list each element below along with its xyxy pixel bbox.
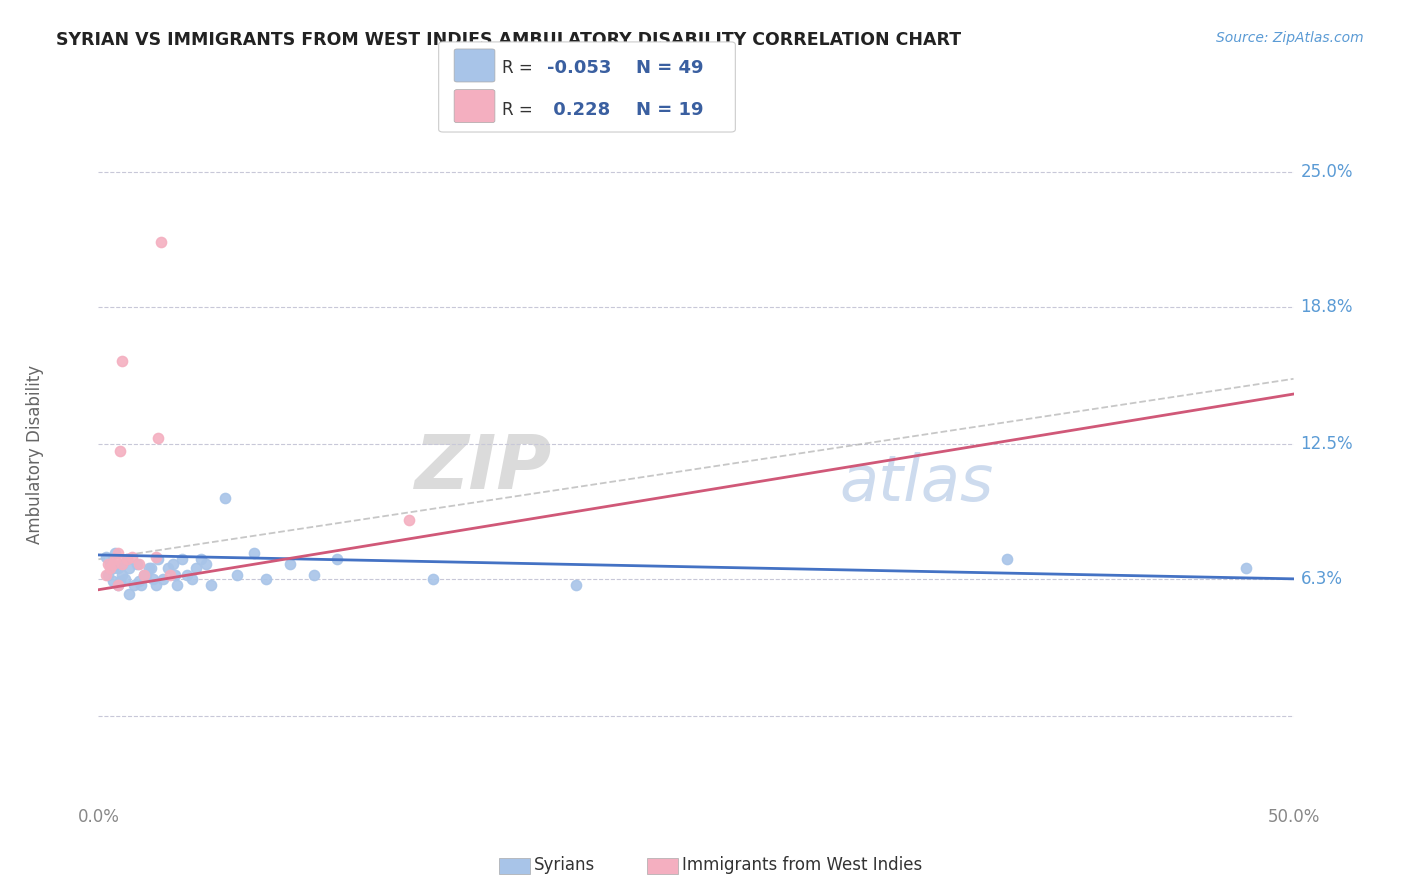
Point (302, 567, 325, 582)
Text: Syrians: Syrians (534, 856, 596, 874)
Point (159, 567, 181, 582)
Point (118, 587, 141, 601)
Text: 18.8%: 18.8% (1301, 298, 1353, 316)
Point (121, 550, 143, 565)
Point (104, 546, 127, 560)
Point (107, 578, 129, 592)
Point (94, 550, 117, 565)
Point (194, 557, 217, 571)
Point (125, 557, 148, 571)
Point (162, 557, 184, 571)
Text: 25.0%: 25.0% (1301, 163, 1353, 181)
Point (94, 567, 117, 582)
Point (422, 572, 444, 586)
Point (98, 557, 122, 571)
Point (398, 513, 420, 527)
Point (101, 557, 124, 571)
Point (166, 578, 188, 592)
Point (111, 567, 134, 582)
Point (135, 567, 157, 582)
Point (101, 574, 124, 588)
Point (214, 491, 236, 506)
Point (226, 567, 249, 582)
Point (107, 578, 129, 592)
Text: SYRIAN VS IMMIGRANTS FROM WEST INDIES AMBULATORY DISABILITY CORRELATION CHART: SYRIAN VS IMMIGRANTS FROM WEST INDIES AM… (56, 31, 962, 49)
Point (172, 552, 194, 566)
Text: N = 19: N = 19 (636, 101, 703, 119)
Point (108, 574, 131, 588)
Text: R =: R = (502, 101, 538, 119)
Point (115, 552, 138, 566)
Text: 6.3%: 6.3% (1301, 570, 1343, 588)
Point (118, 561, 141, 575)
Point (243, 546, 266, 560)
Point (152, 572, 174, 586)
Text: 0.228: 0.228 (547, 101, 610, 119)
Point (326, 552, 349, 566)
Point (148, 430, 170, 444)
Text: Source: ZipAtlas.com: Source: ZipAtlas.com (1216, 31, 1364, 45)
Point (128, 557, 150, 571)
Text: R =: R = (502, 60, 538, 78)
Text: N = 49: N = 49 (636, 60, 703, 78)
Point (97, 567, 120, 582)
Point (98, 561, 122, 575)
Point (131, 578, 153, 592)
Point (132, 567, 155, 582)
Point (111, 354, 134, 368)
Point (148, 552, 170, 566)
Point (156, 561, 179, 575)
Point (124, 578, 146, 592)
Point (142, 572, 165, 586)
Point (114, 572, 136, 586)
Point (107, 561, 129, 575)
Point (1234, 561, 1257, 575)
Point (190, 552, 212, 566)
Point (111, 557, 134, 571)
Point (176, 567, 198, 582)
Point (145, 550, 167, 565)
Point (180, 572, 202, 586)
Text: -0.053: -0.053 (547, 60, 612, 78)
Point (101, 561, 124, 575)
Text: Ambulatory Disability: Ambulatory Disability (27, 366, 44, 544)
Point (565, 578, 588, 592)
Point (138, 561, 160, 575)
Text: ZIP: ZIP (415, 433, 553, 506)
Point (132, 567, 155, 582)
Point (254, 572, 277, 586)
Text: atlas: atlas (839, 451, 994, 514)
Point (278, 557, 301, 571)
Point (104, 552, 127, 566)
Point (128, 574, 150, 588)
Point (111, 557, 134, 571)
Point (107, 546, 129, 560)
Point (200, 578, 222, 592)
Point (145, 578, 167, 592)
Point (115, 552, 138, 566)
Point (139, 561, 162, 575)
Text: 12.5%: 12.5% (1301, 435, 1353, 453)
Point (108, 443, 131, 458)
Point (149, 235, 172, 249)
Text: Immigrants from West Indies: Immigrants from West Indies (682, 856, 922, 874)
Point (186, 561, 208, 575)
Point (995, 552, 1018, 566)
Point (163, 567, 186, 582)
Point (97, 557, 120, 571)
